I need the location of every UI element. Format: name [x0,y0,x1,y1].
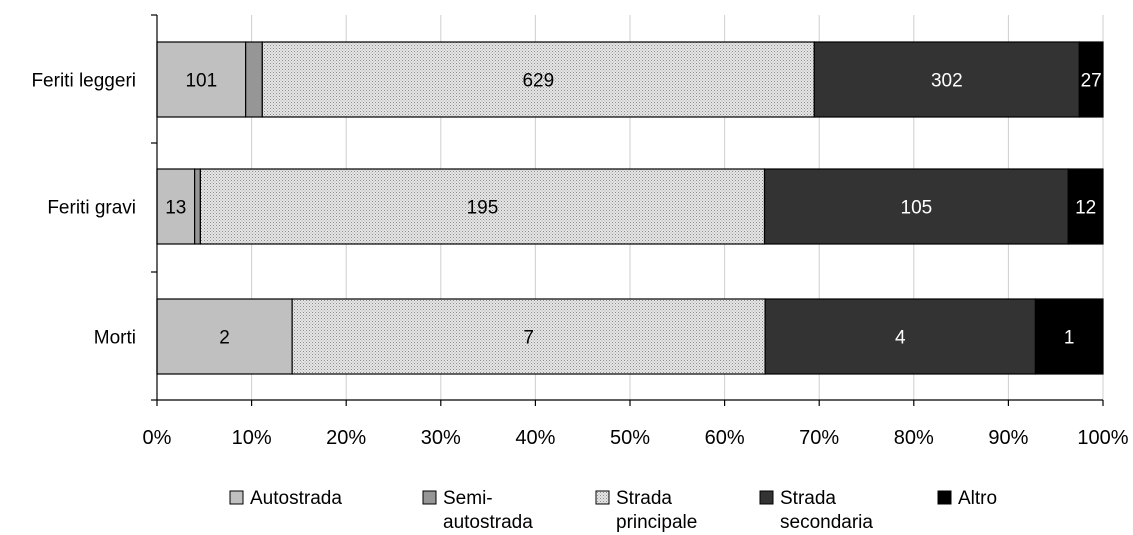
x-tick-label: 80% [894,427,934,449]
legend-label: secondaria [780,512,873,533]
data-label: 302 [931,71,963,92]
bar-segment [1078,41,1104,118]
bar-segment [199,168,766,245]
axes: 0% 10% 20% 30% 40% 50% 60% 70% 80% 90% 100% Feriti … [31,14,1129,449]
data-label: 7 [523,328,534,349]
data-label: 629 [522,71,554,92]
data-label: 27 [1081,71,1102,92]
legend-label: Autostrada [250,488,342,509]
x-tick-label: 20% [326,427,366,449]
data-label: 12 [1075,198,1096,219]
x-tick-label: 70% [799,427,839,449]
legend-label: Semi- [443,488,493,509]
bar-segment [764,298,1037,375]
data-label: 101 [185,71,217,92]
bars: 1011962930227132195105122741 [156,41,1104,375]
bar-segment [763,168,1069,245]
data-label: 13 [165,198,186,219]
legend-swatch [229,490,244,505]
x-tick-label: 40% [515,427,555,449]
bar-segment [291,298,766,375]
data-label: 1 [1064,328,1075,349]
x-tick-label: 60% [705,427,745,449]
bar-segment [156,298,293,375]
x-tick-label: 0% [143,427,172,449]
bar-segment [245,41,263,118]
data-label: 195 [467,198,499,219]
legend-swatch [422,490,437,505]
legend-label: Strada [616,488,672,509]
legend: Autostrada Semi-autostrada Strada principal… [229,488,997,533]
bar-segment [813,41,1080,118]
data-label: 105 [901,198,933,219]
data-label: 2 [219,328,230,349]
category-label: Feriti leggeri [31,71,136,92]
x-tick-label: 50% [610,427,650,449]
legend-swatch [595,490,610,505]
legend-label: autostrada [443,512,533,533]
bar-segment [1034,298,1104,375]
bar-segment [261,41,815,118]
bar-segment [156,168,196,245]
data-label: 4 [895,328,906,349]
x-tick-label: 90% [988,427,1028,449]
category-label: Feriti gravi [47,198,136,219]
legend-label: Strada [780,488,836,509]
x-tick-label: 30% [421,427,461,449]
legend-swatch [759,490,774,505]
x-tick-label: 100% [1077,427,1128,449]
legend-swatch [937,490,952,505]
bar-segment [1067,168,1104,245]
x-tick-label: 10% [232,427,272,449]
bar-segment [194,168,201,245]
legend-label: Altro [958,488,997,509]
category-label: Morti [94,328,136,349]
legend-label: principale [616,512,697,533]
